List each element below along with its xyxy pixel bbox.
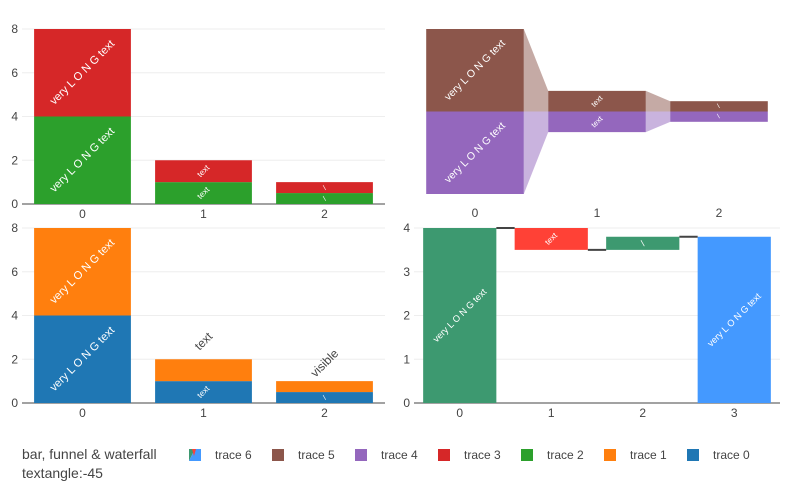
funnel-bar-trace-5-0 [426,29,524,112]
legend-swatch-part [192,449,196,456]
legend-item-trace-0: trace 0 [687,448,750,462]
funnel-label: / [716,113,722,119]
top-left-y-tick: 4 [11,110,18,124]
legend-swatch [438,449,450,461]
bar-trace-1-0 [34,228,131,316]
waterfall-bar-2 [606,236,680,250]
legend-swatch [687,449,699,461]
funnel-connector [645,111,671,133]
waterfall-label: / [638,239,647,248]
bar-trace-0-0 [34,315,131,403]
funnel-bar-trace-5-2 [670,101,768,112]
bottom-right-y-tick: 0 [403,396,410,410]
bar-outside-label: visible [308,346,342,380]
top-left-y-tick: 8 [11,22,18,36]
legend-item-trace-5: trace 5 [272,448,335,462]
x-tick: 2 [321,207,328,221]
bar-outside-label: text [192,329,216,353]
bar-trace-2-2 [276,193,373,204]
funnel-bar-trace-4-1 [548,111,646,133]
bottom-right-y-tick: 3 [403,265,410,279]
waterfall-bar-1 [514,228,588,250]
legend-label: trace 6 [215,448,252,462]
bar-label: / [321,195,329,203]
funnel-label: / [716,103,722,109]
x-tick: 1 [548,406,555,420]
waterfall-bar-3 [697,236,771,403]
waterfall-bar-0 [423,228,497,403]
bar-trace-0-1 [155,381,252,403]
legend-item-trace-6: trace 6 [189,448,252,462]
bottom-right-y-tick: 1 [403,352,410,366]
bottom-left-y-tick: 8 [11,221,18,235]
bar-trace-2-1 [155,182,252,204]
bar-trace-1-2 [276,381,373,393]
x-tick: 1 [594,206,601,220]
x-tick: 0 [79,406,86,420]
funnel-connector [523,29,549,112]
legend-item-trace-2: trace 2 [521,448,584,462]
funnel-bar-trace-5-1 [548,90,646,112]
bar-trace-3-1 [155,160,252,183]
bottom-left-y-tick: 0 [11,396,18,410]
funnel-connector [645,90,671,112]
legend-label: trace 0 [713,448,750,462]
bottom-left-y-tick: 6 [11,265,18,279]
bottom-right-y-tick: 2 [403,309,410,323]
figure-title-line-2: textangle:-45 [22,465,103,481]
legend-swatch [604,449,616,461]
top-left-y-tick: 2 [11,153,18,167]
x-tick: 2 [716,206,723,220]
bottom-left-y-tick: 2 [11,352,18,366]
bottom-right-y-tick: 4 [403,221,410,235]
x-tick: 1 [200,406,207,420]
legend-swatch-part [189,449,201,461]
bar-trace-3-0 [34,29,131,117]
bar-trace-3-2 [276,182,373,194]
legend-swatch [272,449,284,461]
bar-trace-1-1 [155,359,252,382]
legend-label: trace 5 [298,448,335,462]
x-tick: 0 [79,207,86,221]
bar-label: / [321,184,329,192]
legend-label: trace 4 [381,448,418,462]
x-tick: 1 [200,207,207,221]
x-tick: 0 [472,206,479,220]
legend-label: trace 2 [547,448,584,462]
bar-trace-2-0 [34,116,131,204]
legend-label: trace 3 [464,448,501,462]
x-tick: 3 [731,406,738,420]
bar-label: / [321,394,329,402]
legend-label: trace 1 [630,448,667,462]
funnel-connector [523,111,549,194]
funnel-bar-trace-4-0 [426,111,524,194]
x-tick: 2 [321,406,328,420]
top-left-y-tick: 0 [11,197,18,211]
x-tick: 2 [639,406,646,420]
bottom-left-y-tick: 4 [11,309,18,323]
legend-swatch [521,449,533,461]
bar-trace-0-2 [276,392,373,403]
funnel-bar-trace-4-2 [670,111,768,122]
x-tick: 0 [456,406,463,420]
legend: trace 6 trace 5 trace 4 trace 3 trace 2 trace… [189,448,750,462]
top-left-y-tick: 6 [11,66,18,80]
figure-title-line-1: bar, funnel & waterfall [22,446,157,462]
legend-item-trace-3: trace 3 [438,448,501,462]
legend-item-trace-1: trace 1 [604,448,667,462]
legend-item-trace-4: trace 4 [355,448,418,462]
legend-swatch [355,449,367,461]
